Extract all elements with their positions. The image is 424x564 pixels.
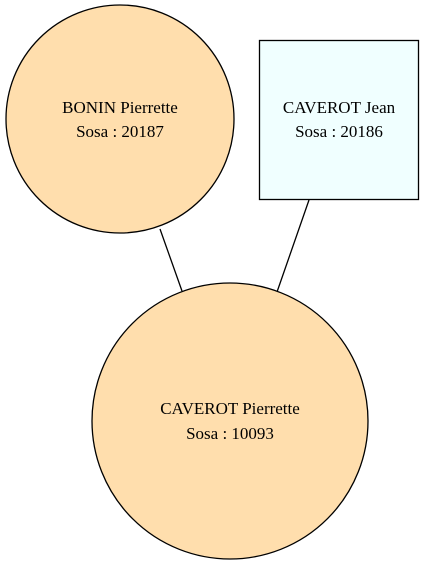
- node-father-sosa: Sosa : 20186: [295, 122, 383, 141]
- node-child-name: CAVEROT Pierrette: [160, 399, 300, 418]
- node-child-shape: [91, 282, 369, 560]
- node-mother-sosa: Sosa : 20187: [76, 122, 164, 141]
- node-child[interactable]: CAVEROT Pierrette Sosa : 10093: [91, 282, 369, 560]
- node-child-sosa: Sosa : 10093: [186, 424, 274, 443]
- node-mother-shape: [5, 4, 235, 234]
- edge-mother-to-child: [159, 228, 183, 292]
- edge-father-to-child: [276, 199, 310, 293]
- node-mother-name: BONIN Pierrette: [62, 98, 178, 117]
- node-mother[interactable]: BONIN Pierrette Sosa : 20187: [5, 4, 235, 234]
- node-father[interactable]: CAVEROT Jean Sosa : 20186: [258, 39, 420, 201]
- node-father-shape: [258, 39, 420, 201]
- node-father-name: CAVEROT Jean: [283, 98, 396, 117]
